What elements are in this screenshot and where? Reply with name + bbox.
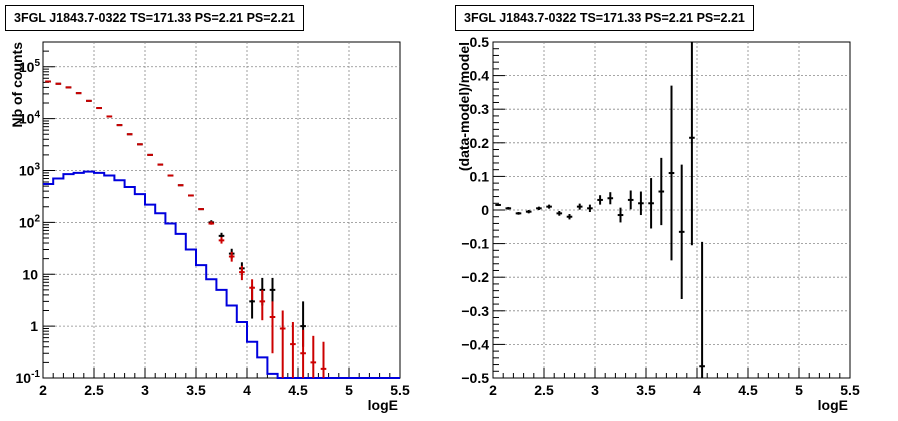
- residual-point: [525, 210, 532, 214]
- x-tick-label: 5: [345, 382, 353, 398]
- model-point: [249, 279, 255, 300]
- x-tick-label: 3: [141, 382, 149, 398]
- residual-point: [678, 164, 685, 300]
- model-point: [269, 301, 276, 354]
- model-point: [310, 335, 317, 378]
- residual-point: [495, 203, 501, 206]
- y-tick-label: 0: [481, 202, 489, 218]
- residual-point: [566, 214, 573, 220]
- x-tick-label: 4.5: [288, 382, 308, 398]
- y-tick-label: 104: [19, 110, 41, 127]
- residual-point: [587, 204, 593, 213]
- residual-point: [658, 157, 665, 226]
- x-tick-label: 2.5: [84, 382, 104, 398]
- x-tick-label: 5: [795, 382, 803, 398]
- y-tick-label: 10: [22, 266, 38, 282]
- residual-point: [668, 85, 675, 261]
- residual-point: [546, 204, 552, 209]
- residual-point: [536, 206, 542, 210]
- residual-point: [638, 191, 644, 216]
- model-point: [290, 322, 296, 378]
- residual-point: [505, 206, 512, 210]
- y-tick-label: 0.4: [470, 68, 490, 84]
- y-tick-label: −0.2: [461, 269, 489, 285]
- y-tick-label: 103: [19, 162, 41, 179]
- x-axis-label: logE: [818, 397, 848, 413]
- x-tick-label: 5.5: [390, 382, 410, 398]
- x-tick-label: 2.5: [534, 382, 554, 398]
- left-plot-title: 3FGL J1843.7-0322 TS=171.33 PS=2.21 PS=2…: [5, 5, 304, 31]
- x-tick-label: 3: [591, 382, 599, 398]
- residual-point: [515, 212, 522, 215]
- y-tick-label: 0.1: [470, 168, 490, 184]
- x-tick-label: 5.5: [840, 382, 860, 398]
- residual-point: [607, 192, 614, 205]
- y-tick-label: 105: [19, 58, 41, 75]
- y-tick-label: −0.1: [461, 236, 489, 252]
- model-point: [259, 289, 266, 321]
- y-tick-label: −0.5: [461, 370, 489, 386]
- y-tick-label: −0.3: [461, 303, 489, 319]
- residual-point: [627, 190, 634, 210]
- x-tick-label: 4: [693, 382, 701, 398]
- y-tick-label: 0.5: [470, 34, 490, 50]
- model-point: [218, 237, 225, 244]
- y-axis-label: Nb of counts: [9, 42, 25, 128]
- x-tick-label: 2: [39, 382, 47, 398]
- model-point: [239, 265, 245, 281]
- residual-point: [617, 207, 624, 223]
- source-model-histogram: [43, 170, 400, 379]
- model-point: [208, 221, 215, 225]
- y-tick-label: 10-1: [16, 369, 41, 386]
- model-point: [320, 341, 327, 378]
- x-tick-label: 2: [489, 382, 497, 398]
- x-axis-label: logE: [368, 397, 398, 413]
- residual-point: [597, 195, 603, 205]
- data-point: [269, 277, 276, 306]
- plot-frame: [42, 41, 401, 379]
- x-tick-label: 3.5: [186, 382, 206, 398]
- model-point: [300, 329, 306, 378]
- right-plot-title: 3FGL J1843.7-0322 TS=171.33 PS=2.21 PS=2…: [455, 5, 754, 31]
- model-point: [279, 310, 286, 378]
- residual-point: [576, 203, 583, 210]
- residual-point: [648, 178, 654, 229]
- residual-point: [689, 42, 695, 246]
- residual-point: [699, 241, 705, 378]
- x-tick-label: 3.5: [636, 382, 656, 398]
- y-tick-label: −0.4: [461, 336, 489, 352]
- y-tick-label: 102: [19, 213, 41, 230]
- y-tick-label: 0.3: [470, 101, 490, 117]
- y-tick-label: 1: [30, 318, 38, 334]
- x-tick-label: 4: [243, 382, 251, 398]
- residual-point: [556, 211, 563, 216]
- model-point: [228, 251, 235, 262]
- y-tick-label: 0.2: [470, 135, 490, 151]
- y-axis-label: (data-model)/model: [456, 42, 472, 171]
- x-tick-label: 4.5: [738, 382, 758, 398]
